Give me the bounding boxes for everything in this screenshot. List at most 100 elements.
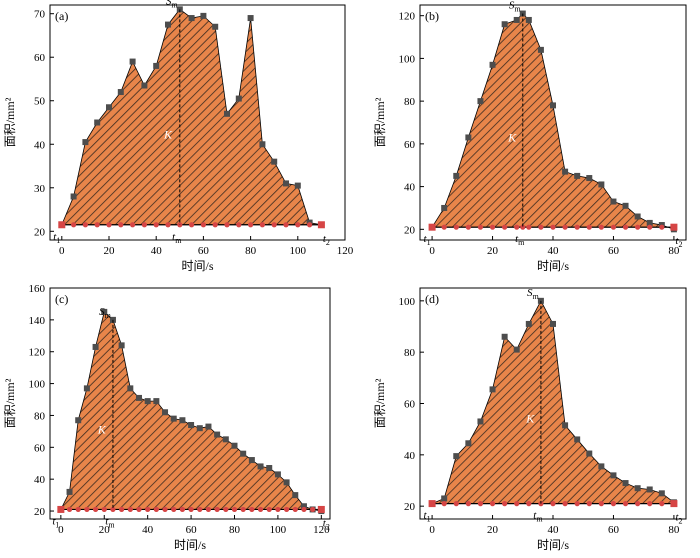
baseline-point <box>610 501 617 507</box>
x-tick-label: 40 <box>548 245 560 257</box>
area-point <box>537 46 544 53</box>
chart-panel: 0 20 40 60 80 100 120 20 40 60 80 100 120 140 160 时间/s 面… <box>3 283 331 552</box>
x-tick-label: 40 <box>548 524 560 536</box>
end-time-label-t2: t2 <box>675 512 682 526</box>
peak-time-label-tm: tm <box>515 233 525 247</box>
area-point <box>83 385 90 392</box>
end-time-label-t2: t2 <box>675 235 682 249</box>
x-tick-label: 60 <box>198 245 210 257</box>
x-tick-label: 40 <box>142 524 154 536</box>
endpoint-marker <box>428 223 436 231</box>
baseline-point <box>82 222 88 228</box>
baseline-point <box>453 501 459 507</box>
area-point <box>101 308 108 315</box>
x-tick-label: 0 <box>59 245 65 257</box>
baseline-point <box>141 222 147 228</box>
y-tick-label: 80 <box>404 347 416 359</box>
baseline-point <box>223 506 229 513</box>
baseline-point <box>92 506 99 513</box>
area-point <box>153 62 160 69</box>
area-point <box>622 202 629 209</box>
x-tick-label: 0 <box>429 245 435 257</box>
baseline-point <box>283 222 289 228</box>
y-tick-label: 60 <box>34 52 46 64</box>
start-time-label-t1: t1 <box>53 231 60 245</box>
baseline-point <box>266 506 272 513</box>
y-axis-title: 面积/mm² <box>373 378 387 428</box>
chart-panel: 0 20 40 60 80 20 40 60 80 100 120 时间/s 面积/mm² (b) Sm tm… <box>373 0 687 273</box>
end-time-label-t2: t2 <box>323 233 330 247</box>
peak-label-sm: Sm <box>527 287 540 301</box>
x-tick-label: 60 <box>608 524 620 536</box>
baseline-point <box>271 222 277 228</box>
area-fill <box>61 8 322 226</box>
area-point <box>117 89 124 96</box>
baseline-point <box>514 224 520 230</box>
y-axis-title: 面积/mm² <box>3 97 17 147</box>
area-point <box>453 172 460 179</box>
start-time-label-t1: t1 <box>52 515 59 529</box>
area-point <box>235 95 242 102</box>
area-point <box>300 503 307 510</box>
area-point <box>162 409 169 416</box>
area-label-k: K <box>525 411 535 425</box>
baseline-point <box>550 501 556 507</box>
x-tick-label: 120 <box>337 245 354 257</box>
baseline-point <box>153 506 159 513</box>
x-tick-label: 80 <box>229 524 241 536</box>
area-point <box>247 15 254 22</box>
area-label-k: K <box>507 131 517 145</box>
area-point <box>240 450 247 457</box>
y-tick-label: 70 <box>34 9 46 21</box>
baseline-point <box>514 501 520 507</box>
area-point <box>513 346 520 353</box>
peak-label-sm: Sm <box>166 0 179 9</box>
area-point <box>477 418 484 425</box>
baseline-point <box>301 506 307 513</box>
y-tick-label: 120 <box>399 11 416 23</box>
area-point <box>477 98 484 105</box>
baseline-point <box>212 222 218 228</box>
baseline-point <box>635 501 641 507</box>
baseline-point <box>550 224 556 230</box>
peak-time-label-tm: tm <box>105 515 115 529</box>
area-point <box>141 82 148 89</box>
y-tick-label: 40 <box>34 474 46 486</box>
area-point <box>513 16 520 23</box>
area-point <box>170 415 177 422</box>
y-tick-label: 100 <box>29 379 46 391</box>
x-tick-label: 20 <box>99 524 111 536</box>
baseline-point <box>197 506 203 513</box>
y-tick-label: 60 <box>404 139 416 151</box>
area-point <box>283 479 290 486</box>
baseline-point <box>231 506 238 513</box>
baseline-point <box>214 506 220 513</box>
area-point <box>598 463 605 470</box>
baseline-point <box>586 224 592 230</box>
area-point <box>501 333 508 340</box>
area-point <box>294 182 301 189</box>
baseline-point <box>275 506 281 513</box>
endpoint-marker <box>670 500 678 508</box>
area-point <box>292 492 299 499</box>
area-point <box>222 436 229 443</box>
area-fill <box>431 12 675 230</box>
baseline-point <box>598 224 604 230</box>
baseline-point <box>165 222 171 228</box>
area-point <box>562 422 569 429</box>
area-point <box>598 181 605 188</box>
baseline-point <box>118 222 124 228</box>
area-point <box>196 425 203 432</box>
baseline-point <box>441 224 447 230</box>
baseline-point <box>574 501 580 507</box>
area-point <box>205 423 212 430</box>
area-point <box>94 119 101 126</box>
baseline-point <box>465 501 471 507</box>
baseline-point <box>71 222 77 228</box>
panel-label: (b) <box>425 9 439 23</box>
baseline-point <box>200 222 206 228</box>
x-tick-label: 80 <box>245 245 257 257</box>
baseline-point <box>295 222 301 228</box>
baseline-point <box>647 224 653 230</box>
